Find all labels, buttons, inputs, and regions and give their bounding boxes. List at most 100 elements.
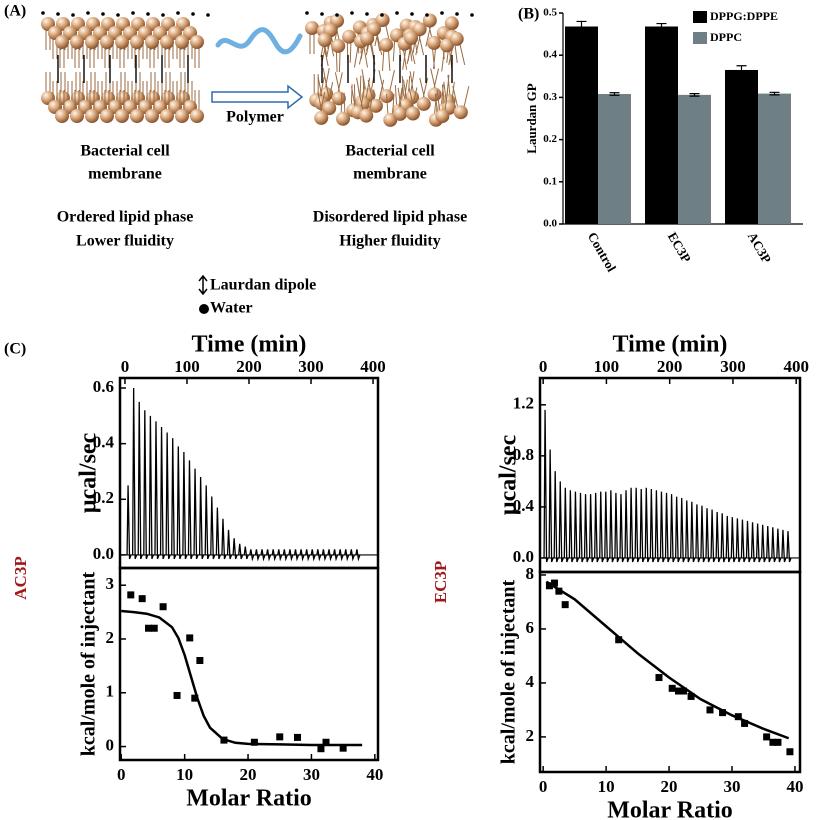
y-axis-title: µcal/sec [76, 432, 102, 513]
bar [598, 94, 631, 224]
x-tick-label: 300 [720, 357, 746, 376]
spike [730, 517, 736, 563]
point [719, 709, 727, 717]
lipid-head [115, 35, 129, 49]
spike [690, 501, 696, 563]
spike [715, 511, 721, 563]
fit-line [121, 609, 363, 747]
x-tick-label: 100 [174, 357, 200, 376]
bar [725, 69, 758, 224]
spike [680, 497, 686, 563]
lipid-head [55, 109, 69, 123]
spike [705, 508, 711, 563]
lipid-head [449, 31, 464, 46]
water [410, 12, 414, 16]
water [320, 12, 324, 16]
spike [176, 446, 182, 560]
spike [254, 549, 261, 562]
spike [700, 505, 706, 563]
bar [678, 94, 711, 224]
x-axis-title: Time (min) [192, 332, 307, 358]
lipid-head [190, 35, 204, 49]
spike [573, 491, 580, 563]
x-tick-label: AC3P [745, 229, 775, 265]
spike [187, 460, 194, 560]
spike [659, 491, 666, 563]
lipid-head [331, 91, 346, 106]
y-tick-label: 0.1 [543, 175, 557, 187]
y-tick-label: 2 [526, 726, 535, 745]
water [116, 13, 120, 17]
x-tick-label: 20 [240, 765, 257, 784]
error-bar [769, 91, 780, 96]
lipid-head [145, 109, 159, 123]
legend-swatch [693, 32, 707, 44]
spike [766, 526, 772, 563]
spike [644, 487, 650, 563]
lipid-head [453, 105, 468, 120]
water [71, 13, 75, 17]
x-tick-label: 10 [598, 777, 615, 796]
panel-label: (A) [4, 3, 26, 20]
spike [624, 490, 630, 563]
chart: 2 4 6 8 0 10 20 30 40 Molar Ratio kcal/mole of inj… [498, 564, 804, 820]
water [101, 12, 105, 16]
spike [674, 496, 681, 563]
lipid-head [100, 109, 114, 123]
spike [349, 549, 355, 562]
x-tick-label: 40 [786, 777, 803, 796]
spike [619, 494, 625, 563]
point [774, 738, 782, 746]
y-tick-label: 0.3 [543, 91, 557, 103]
water-icon [199, 304, 209, 314]
spike [599, 491, 605, 563]
spike [568, 490, 574, 563]
spike [154, 421, 160, 560]
water [56, 12, 60, 16]
lipid-head [331, 38, 346, 53]
lipid-head [100, 35, 114, 49]
point [550, 579, 558, 587]
spike [316, 549, 322, 562]
x-tick-label: 10 [176, 765, 193, 784]
lipid-head [130, 35, 144, 49]
water [146, 12, 150, 16]
spike [238, 543, 244, 560]
x-tick-label: 400 [783, 357, 809, 376]
y-tick-label: 2 [106, 628, 115, 647]
frame [118, 566, 380, 762]
lipid-head [175, 35, 189, 49]
spike [578, 492, 585, 563]
lipid-head [375, 13, 390, 28]
x-tick-label: 40 [366, 765, 383, 784]
caption: Lower fluidity [76, 233, 174, 250]
lipid-head [412, 22, 427, 37]
water [206, 13, 210, 17]
lipid-head [427, 87, 442, 102]
spike [664, 492, 671, 563]
caption: Bacterial cell [345, 143, 435, 160]
arrow-label: Polymer [226, 109, 284, 126]
spike [771, 527, 777, 563]
lipid-head [70, 35, 84, 49]
spike [210, 496, 216, 560]
spike [761, 524, 767, 563]
spike [198, 477, 205, 560]
caption: membrane [353, 166, 427, 183]
y-axis-title: µcal/sec [496, 434, 522, 515]
legend-label: DPPG:DPPE [710, 9, 778, 23]
x-axis-title: Molar Ratio [186, 786, 312, 812]
lipid-head [404, 31, 419, 46]
spike [629, 487, 635, 563]
error-bar [736, 65, 747, 75]
water [455, 12, 459, 16]
point [769, 738, 777, 746]
legend-label: DPPC [710, 30, 742, 44]
point [322, 738, 330, 746]
x-tick-label: 20 [661, 777, 678, 796]
y-tick-label: 0.2 [93, 488, 114, 507]
spike [232, 538, 238, 560]
spike [604, 491, 610, 563]
water [380, 13, 384, 17]
spike [588, 494, 595, 563]
